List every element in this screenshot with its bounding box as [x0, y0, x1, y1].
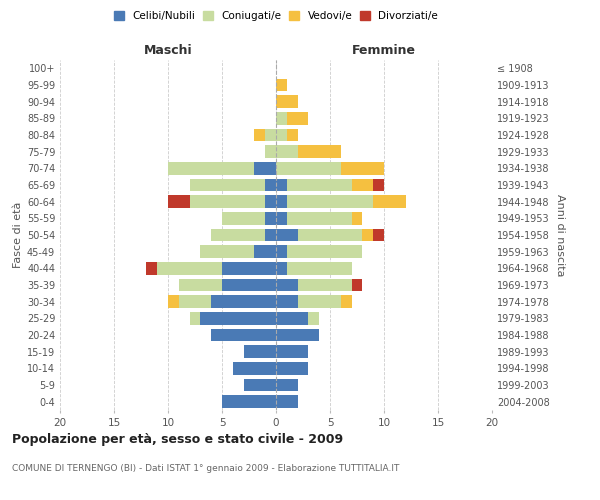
Bar [168, 296, 179, 308]
Bar [276, 129, 287, 141]
Bar [276, 179, 287, 192]
Bar [157, 262, 222, 274]
Bar [373, 196, 406, 208]
Bar [276, 146, 298, 158]
Bar [233, 362, 276, 374]
Bar [276, 79, 287, 92]
Bar [222, 212, 265, 224]
Bar [211, 329, 276, 341]
Bar [265, 179, 276, 192]
Bar [287, 212, 352, 224]
Bar [276, 279, 298, 291]
Bar [276, 112, 287, 124]
Bar [352, 279, 362, 291]
Bar [276, 346, 308, 358]
Bar [276, 329, 319, 341]
Bar [341, 162, 384, 174]
Bar [287, 262, 352, 274]
Bar [190, 196, 265, 208]
Bar [265, 146, 276, 158]
Bar [276, 96, 298, 108]
Bar [276, 379, 298, 391]
Bar [298, 296, 341, 308]
Bar [265, 229, 276, 241]
Bar [308, 312, 319, 324]
Bar [352, 179, 373, 192]
Bar [298, 229, 362, 241]
Bar [287, 179, 352, 192]
Bar [276, 362, 308, 374]
Bar [287, 129, 298, 141]
Bar [276, 262, 287, 274]
Bar [276, 196, 287, 208]
Bar [276, 246, 287, 258]
Bar [190, 312, 200, 324]
Bar [222, 279, 276, 291]
Bar [146, 262, 157, 274]
Bar [276, 296, 298, 308]
Bar [362, 229, 373, 241]
Bar [200, 246, 254, 258]
Bar [373, 179, 384, 192]
Bar [265, 196, 276, 208]
Bar [254, 162, 276, 174]
Bar [373, 229, 384, 241]
Bar [276, 396, 298, 408]
Bar [244, 379, 276, 391]
Bar [287, 246, 362, 258]
Bar [211, 229, 265, 241]
Y-axis label: Anni di nascita: Anni di nascita [555, 194, 565, 276]
Legend: Celibi/Nubili, Coniugati/e, Vedovi/e, Divorziati/e: Celibi/Nubili, Coniugati/e, Vedovi/e, Di… [111, 8, 441, 24]
Bar [211, 296, 276, 308]
Bar [179, 296, 211, 308]
Bar [276, 312, 308, 324]
Bar [287, 112, 308, 124]
Text: Femmine: Femmine [352, 44, 416, 57]
Bar [244, 346, 276, 358]
Bar [276, 212, 287, 224]
Bar [352, 212, 362, 224]
Bar [168, 162, 254, 174]
Bar [179, 279, 222, 291]
Bar [276, 229, 298, 241]
Y-axis label: Fasce di età: Fasce di età [13, 202, 23, 268]
Bar [265, 129, 276, 141]
Bar [200, 312, 276, 324]
Bar [265, 212, 276, 224]
Bar [287, 196, 373, 208]
Bar [190, 179, 265, 192]
Bar [298, 146, 341, 158]
Text: Maschi: Maschi [143, 44, 193, 57]
Bar [341, 296, 352, 308]
Bar [298, 279, 352, 291]
Bar [276, 162, 341, 174]
Bar [254, 129, 265, 141]
Text: Popolazione per età, sesso e stato civile - 2009: Popolazione per età, sesso e stato civil… [12, 432, 343, 446]
Bar [222, 262, 276, 274]
Text: COMUNE DI TERNENGO (BI) - Dati ISTAT 1° gennaio 2009 - Elaborazione TUTTITALIA.I: COMUNE DI TERNENGO (BI) - Dati ISTAT 1° … [12, 464, 400, 473]
Bar [254, 246, 276, 258]
Bar [222, 396, 276, 408]
Bar [168, 196, 190, 208]
